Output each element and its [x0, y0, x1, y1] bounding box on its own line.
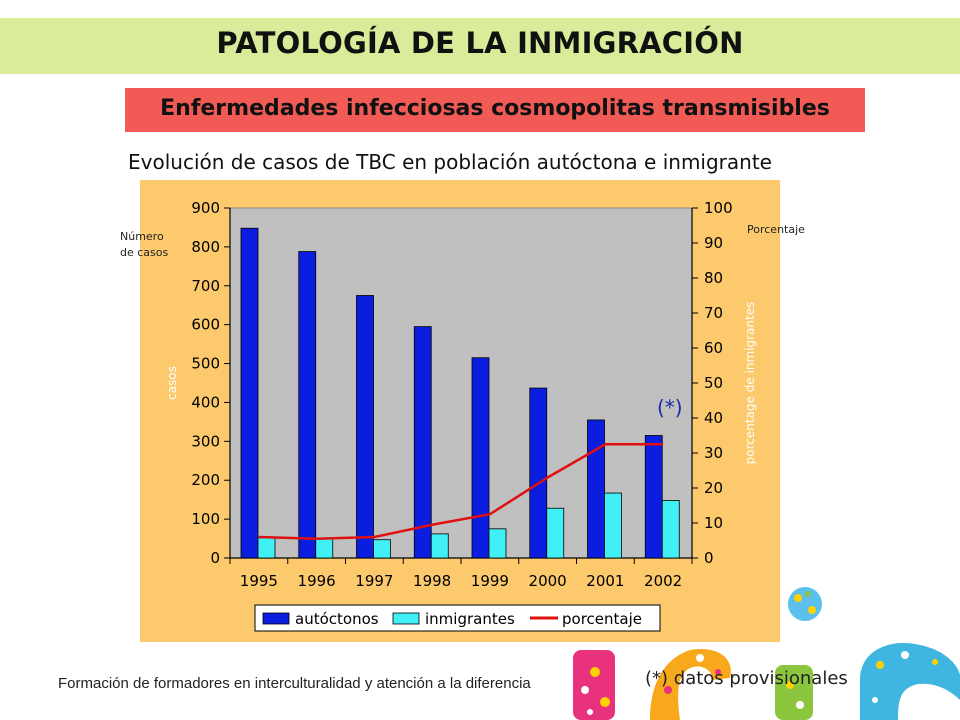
bar-inmigrantes	[373, 539, 391, 559]
right-tick-label: 0	[704, 549, 714, 567]
bar-autoctonos	[587, 419, 605, 559]
bar-autoctonos	[356, 295, 374, 559]
right-tick-label: 60	[704, 339, 723, 357]
bar-inmigrantes	[604, 492, 622, 559]
annotation-provisional: (*)	[657, 396, 683, 420]
bar-autoctonos	[644, 435, 663, 559]
x-tick-label: 1998	[413, 572, 451, 590]
logo-blue-stroke	[860, 643, 960, 720]
x-tick-label: 2000	[529, 572, 567, 590]
legend-swatch	[392, 612, 420, 625]
legend-label: autóctonos	[295, 610, 379, 628]
right-tick-label: 40	[704, 409, 723, 427]
bar-autoctonos	[529, 387, 548, 559]
x-tick-label: 1999	[471, 572, 509, 590]
x-tick-label: 1996	[298, 572, 336, 590]
right-tick-label: 30	[704, 444, 723, 462]
page-subtitle: Enfermedades infecciosas cosmopolitas tr…	[160, 96, 830, 121]
left-tick-label: 500	[191, 355, 220, 373]
legend-label: porcentaje	[562, 610, 642, 628]
right-axis-note: Porcentaje	[747, 223, 805, 236]
left-tick-label: 600	[191, 316, 220, 334]
legend-label: inmigrantes	[425, 610, 515, 628]
left-axis-note: de casos	[120, 246, 168, 259]
right-tick-label: 20	[704, 479, 723, 497]
right-tick-label: 80	[704, 269, 723, 287]
left-tick-label: 400	[191, 393, 220, 411]
left-axis-title: casos	[165, 366, 179, 400]
left-tick-label: 900	[191, 199, 220, 217]
bar-autoctonos	[240, 227, 259, 559]
bar-autoctonos	[413, 326, 432, 559]
bar-inmigrantes	[488, 528, 507, 559]
right-axis-title: porcentage de inmigrantes	[743, 302, 757, 465]
page-title: PATOLOGÍA DE LA INMIGRACIÓN	[216, 26, 744, 60]
x-tick-label: 2002	[644, 572, 682, 590]
bar-inmigrantes	[430, 533, 449, 559]
left-axis-note: Número	[120, 230, 164, 243]
left-tick-label: 200	[191, 471, 220, 489]
right-tick-label: 70	[704, 304, 723, 322]
subtitle-box	[125, 88, 865, 132]
logo-orange-stroke	[650, 649, 731, 720]
right-tick-label: 50	[704, 374, 723, 392]
left-tick-label: 0	[210, 549, 220, 567]
left-tick-label: 700	[191, 277, 220, 295]
right-tick-label: 10	[704, 514, 723, 532]
bar-autoctonos	[298, 251, 317, 559]
x-tick-label: 2001	[586, 572, 624, 590]
left-tick-label: 300	[191, 432, 220, 450]
right-tick-label: 100	[704, 199, 733, 217]
legend-box	[254, 604, 661, 632]
line-porcentaje	[258, 443, 664, 541]
bar-inmigrantes	[661, 500, 680, 559]
logo-dot	[788, 587, 822, 621]
legend-swatch	[262, 612, 290, 625]
title-band	[0, 18, 960, 74]
left-tick-label: 100	[191, 510, 220, 528]
footnote: (*) datos provisionales	[645, 668, 848, 689]
bar-inmigrantes	[546, 507, 565, 559]
chart-caption: Evolución de casos de TBC en población a…	[128, 150, 772, 174]
bar-autoctonos	[471, 357, 490, 559]
footer-text: Formación de formadores en intercultural…	[58, 675, 531, 692]
right-tick-label: 90	[704, 234, 723, 252]
x-tick-label: 1995	[240, 572, 278, 590]
left-tick-label: 800	[191, 238, 220, 256]
logo-pink-stroke	[573, 650, 615, 720]
x-tick-label: 1997	[355, 572, 393, 590]
